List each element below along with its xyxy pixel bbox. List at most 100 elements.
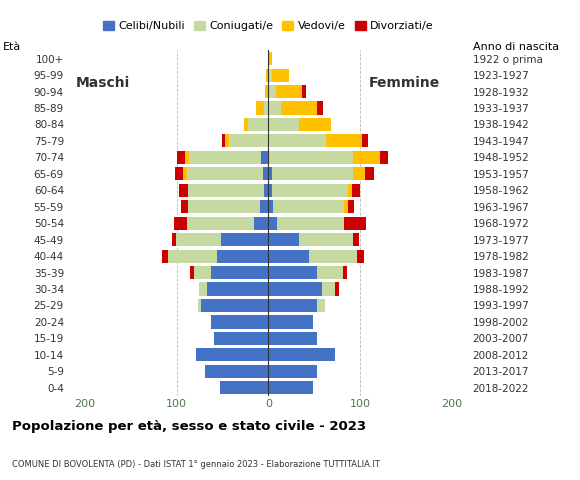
Bar	[268, 365, 317, 378]
Bar	[299, 118, 331, 131]
Bar	[353, 167, 365, 180]
Bar	[268, 299, 317, 312]
Bar	[196, 348, 268, 361]
Bar	[263, 167, 268, 180]
Bar	[188, 200, 260, 213]
Bar	[205, 365, 268, 378]
Bar	[253, 216, 268, 230]
Text: Femmine: Femmine	[369, 76, 440, 90]
Bar	[222, 134, 225, 147]
Bar	[268, 151, 353, 164]
Bar	[177, 151, 185, 164]
Bar	[353, 151, 380, 164]
Bar	[214, 332, 268, 345]
Bar	[256, 101, 264, 115]
Bar	[268, 52, 272, 65]
Bar	[309, 250, 357, 263]
Bar	[268, 101, 281, 115]
Bar	[268, 167, 272, 180]
Text: Età: Età	[3, 42, 21, 52]
Legend: Celibi/Nubili, Coniugati/e, Vedovi/e, Divorziati/e: Celibi/Nubili, Coniugati/e, Vedovi/e, Di…	[98, 16, 438, 36]
Bar	[380, 151, 388, 164]
Bar	[326, 134, 362, 147]
Bar	[187, 216, 253, 230]
Bar	[201, 299, 268, 312]
Bar	[162, 250, 168, 263]
Bar	[268, 381, 313, 395]
Bar	[264, 101, 268, 115]
Bar	[272, 167, 353, 180]
Bar	[268, 200, 273, 213]
Bar	[207, 282, 268, 296]
Bar	[185, 151, 188, 164]
Bar	[172, 233, 176, 246]
Bar	[302, 85, 306, 98]
Bar	[268, 332, 317, 345]
Bar	[229, 134, 268, 147]
Bar	[348, 200, 354, 213]
Bar	[268, 118, 299, 131]
Bar	[260, 200, 268, 213]
Bar	[317, 266, 343, 279]
Bar	[225, 134, 229, 147]
Bar	[194, 266, 212, 279]
Bar	[277, 216, 345, 230]
Bar	[190, 266, 194, 279]
Bar	[248, 118, 268, 131]
Bar	[348, 184, 351, 197]
Bar	[211, 315, 268, 328]
Bar	[272, 69, 289, 82]
Bar	[317, 299, 325, 312]
Bar	[266, 69, 268, 82]
Bar	[343, 266, 347, 279]
Bar	[268, 250, 309, 263]
Bar	[345, 200, 348, 213]
Bar	[268, 134, 326, 147]
Bar	[351, 184, 360, 197]
Bar	[268, 348, 335, 361]
Bar	[268, 282, 322, 296]
Bar	[176, 233, 220, 246]
Bar	[212, 266, 268, 279]
Text: Maschi: Maschi	[76, 76, 130, 90]
Bar	[261, 151, 268, 164]
Bar	[335, 282, 339, 296]
Bar	[179, 184, 188, 197]
Text: Anno di nascita: Anno di nascita	[473, 42, 559, 52]
Bar	[174, 216, 187, 230]
Bar	[276, 85, 302, 98]
Bar	[365, 167, 374, 180]
Bar	[187, 167, 263, 180]
Text: Popolazione per età, sesso e stato civile - 2023: Popolazione per età, sesso e stato civil…	[12, 420, 366, 432]
Bar	[357, 250, 364, 263]
Text: COMUNE DI BOVOLENTA (PD) - Dati ISTAT 1° gennaio 2023 - Elaborazione TUTTITALIA.: COMUNE DI BOVOLENTA (PD) - Dati ISTAT 1°…	[12, 459, 379, 468]
Bar	[272, 184, 348, 197]
Bar	[188, 151, 261, 164]
Bar	[268, 233, 299, 246]
Bar	[188, 184, 264, 197]
Bar	[317, 101, 323, 115]
Bar	[220, 381, 268, 395]
Bar	[268, 184, 272, 197]
Bar	[273, 200, 345, 213]
Bar	[299, 233, 353, 246]
Bar	[198, 299, 201, 312]
Bar	[244, 118, 248, 131]
Bar	[362, 134, 368, 147]
Bar	[264, 184, 268, 197]
Bar	[264, 85, 268, 98]
Bar	[268, 216, 277, 230]
Bar	[268, 266, 317, 279]
Bar	[268, 69, 272, 82]
Bar	[268, 85, 276, 98]
Bar	[281, 101, 317, 115]
Bar	[268, 315, 313, 328]
Bar	[168, 250, 217, 263]
Bar	[322, 282, 335, 296]
Bar	[183, 167, 187, 180]
Bar	[217, 250, 268, 263]
Bar	[181, 200, 188, 213]
Bar	[198, 282, 207, 296]
Bar	[175, 167, 183, 180]
Bar	[345, 216, 367, 230]
